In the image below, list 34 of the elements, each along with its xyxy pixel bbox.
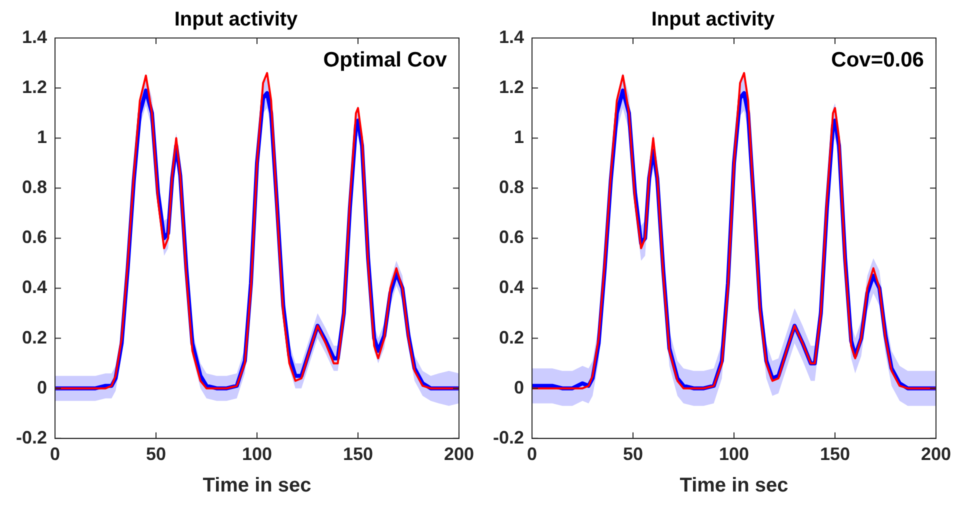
x-tick-label: 0 bbox=[527, 444, 538, 464]
y-tick-label: 1.4 bbox=[22, 26, 48, 47]
y-tick-label: -0.2 bbox=[16, 427, 48, 448]
y-tick-label: 0.4 bbox=[498, 277, 524, 298]
x-tick-label: 200 bbox=[444, 444, 474, 464]
y-tick-label: -0.2 bbox=[492, 427, 524, 448]
x-tick-label: 0 bbox=[50, 444, 60, 464]
y-tick-label: 1.4 bbox=[498, 26, 524, 47]
chart-title: Input activity bbox=[651, 8, 776, 31]
y-tick-label: 0.8 bbox=[498, 177, 524, 198]
y-tick-label: 0 bbox=[514, 377, 524, 398]
y-tick-label: 0.6 bbox=[498, 227, 524, 248]
annotation: Optimal Cov bbox=[323, 48, 448, 72]
y-tick-label: 1.2 bbox=[22, 77, 48, 98]
x-tick-label: 200 bbox=[920, 444, 952, 464]
x-tick-label: 150 bbox=[820, 444, 850, 464]
y-tick-label: 0.6 bbox=[22, 227, 48, 248]
y-tick-label: 0.4 bbox=[22, 277, 48, 298]
y-tick-label: 0.2 bbox=[498, 327, 524, 348]
x-tick-label: 50 bbox=[146, 444, 166, 464]
y-tick-label: 1.2 bbox=[498, 77, 524, 98]
x-axis-title: Time in sec bbox=[680, 474, 788, 497]
x-axis-title: Time in sec bbox=[202, 474, 312, 497]
x-tick-label: 150 bbox=[342, 444, 374, 464]
y-tick-label: 1 bbox=[514, 127, 524, 148]
x-tick-label: 100 bbox=[242, 444, 272, 464]
x-tick-label: 50 bbox=[622, 444, 644, 464]
x-tick-label: 100 bbox=[718, 444, 750, 464]
y-tick-label: 0.8 bbox=[22, 177, 48, 198]
chart-title: Input activity bbox=[174, 8, 299, 31]
y-tick-label: 1 bbox=[37, 127, 48, 148]
y-tick-label: 0.2 bbox=[22, 327, 48, 348]
y-tick-label: 0 bbox=[37, 377, 48, 398]
annotation: Cov=0.06 bbox=[831, 48, 924, 72]
